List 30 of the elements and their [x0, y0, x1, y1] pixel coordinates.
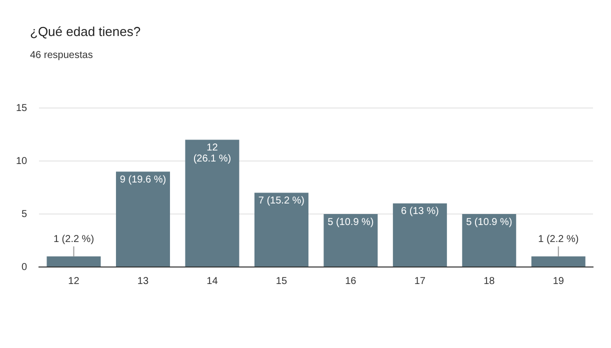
x-tick-label: 19 — [552, 276, 564, 287]
y-tick-label: 10 — [16, 156, 28, 167]
bar — [46, 256, 101, 266]
chart-subtitle: 46 respuestas — [30, 50, 93, 61]
data-label: 9 (19.6 %) — [120, 174, 166, 186]
x-tick-label: 15 — [276, 276, 288, 287]
bar — [116, 172, 170, 266]
x-tick-label: 14 — [206, 276, 218, 287]
data-label: 5 (10.9 %) — [466, 216, 512, 228]
y-tick-label: 5 — [22, 208, 28, 220]
data-label: 7 (15.2 %) — [258, 196, 305, 207]
x-tick-label: 13 — [137, 276, 149, 287]
data-label: 6 (13 %) — [401, 206, 439, 218]
data-label: 1 (2.2 %) — [53, 234, 94, 246]
y-tick-label: 0 — [22, 262, 28, 273]
bar — [254, 192, 308, 266]
x-tick-label: 12 — [68, 276, 80, 287]
bar — [324, 214, 378, 266]
y-tick-label: 15 — [16, 102, 28, 114]
bar — [462, 214, 516, 266]
bar — [531, 256, 586, 266]
chart-title: ¿Qué edad tienes? — [30, 24, 141, 39]
data-label: 5 (10.9 %) — [328, 216, 374, 228]
bar — [392, 203, 447, 266]
data-label: 12 (26.1 %) — [193, 142, 232, 165]
data-label: 1 (2.2 %) — [538, 234, 579, 246]
x-tick-label: 17 — [414, 276, 426, 287]
x-tick-label: 16 — [345, 276, 357, 287]
bar — [185, 140, 240, 266]
x-tick-label: 18 — [484, 276, 496, 287]
